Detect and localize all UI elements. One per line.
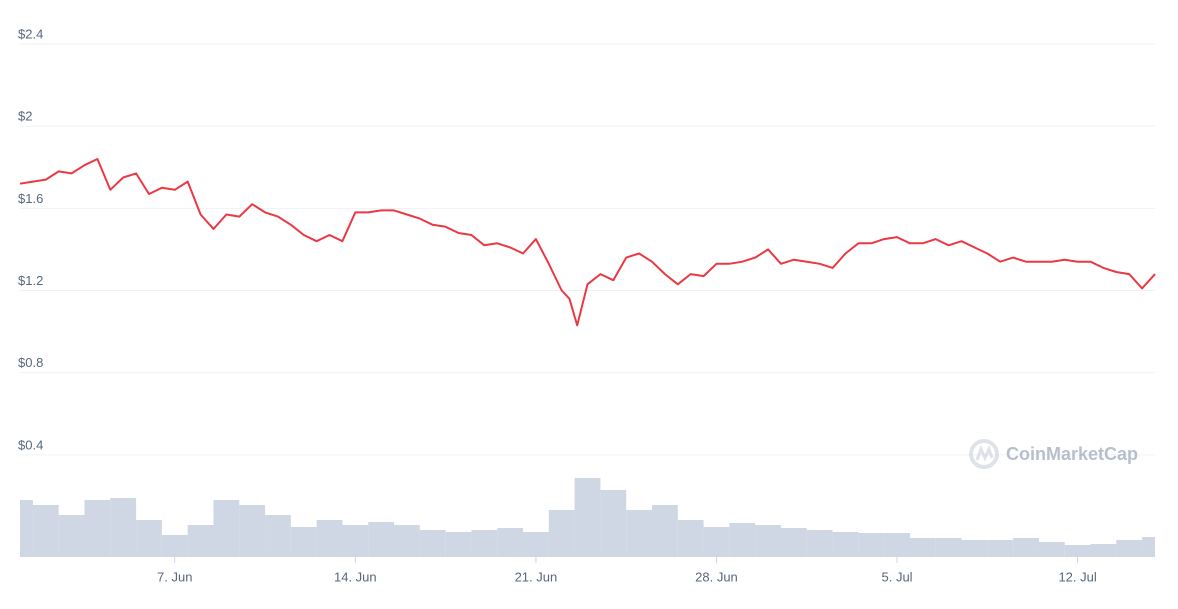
volume-bar bbox=[394, 525, 420, 557]
volume-bar bbox=[1090, 544, 1117, 557]
volume-bar bbox=[110, 498, 137, 557]
volume-bar bbox=[445, 532, 472, 557]
watermark: CoinMarketCap bbox=[1006, 444, 1138, 464]
y-tick-label: $1.6 bbox=[18, 191, 43, 206]
volume-bar bbox=[161, 535, 188, 557]
y-tick-label: $2 bbox=[18, 109, 32, 124]
y-tick-label: $2.4 bbox=[18, 26, 43, 41]
x-tick-label: 7. Jun bbox=[157, 569, 192, 584]
volume-bar bbox=[884, 533, 910, 557]
volume-bar bbox=[780, 528, 807, 557]
volume-bar bbox=[32, 505, 59, 557]
volume-bar bbox=[1038, 542, 1065, 557]
volume-bar bbox=[1013, 538, 1039, 557]
volume-bar bbox=[961, 540, 988, 557]
volume-bar bbox=[20, 500, 33, 557]
price-line bbox=[19, 158, 1156, 327]
volume-bar bbox=[316, 520, 343, 557]
volume-bar bbox=[290, 527, 317, 557]
volume-bar bbox=[858, 533, 885, 557]
volume-bar bbox=[987, 540, 1014, 557]
y-tick-label: $1.2 bbox=[18, 273, 43, 288]
volume-bar bbox=[84, 500, 111, 557]
volume-bar bbox=[806, 530, 833, 557]
y-tick-label: $0.8 bbox=[18, 355, 43, 370]
volume-bar bbox=[342, 525, 369, 557]
volume-bar bbox=[368, 522, 395, 557]
volume-bar bbox=[1116, 540, 1143, 557]
volume-bar bbox=[626, 510, 652, 557]
volume-bar bbox=[832, 532, 859, 557]
plot: $0.4 $0.8 $1.2 $1.6 $2 $2.4 7. Jun 14. Jun 21. J… bbox=[18, 26, 1156, 584]
volume-bar bbox=[935, 538, 962, 557]
y-tick-label: $0.4 bbox=[18, 437, 43, 452]
volume-bar bbox=[58, 515, 85, 557]
volume-bar bbox=[523, 532, 549, 557]
x-tick-label: 21. Jun bbox=[515, 569, 558, 584]
volume-bar bbox=[600, 490, 627, 557]
volume-bar bbox=[651, 505, 678, 557]
volume-bar bbox=[755, 525, 781, 557]
volume-bar bbox=[265, 515, 291, 557]
x-tick-label: 28. Jun bbox=[695, 569, 738, 584]
volume-bar bbox=[677, 520, 704, 557]
volume-bar bbox=[548, 510, 575, 557]
volume-bar bbox=[136, 520, 162, 557]
volume-bar bbox=[729, 523, 756, 557]
volume-bar bbox=[213, 500, 240, 557]
x-tick-label: 12. Jul bbox=[1058, 569, 1096, 584]
volume-bar bbox=[909, 538, 936, 557]
volume-bar bbox=[239, 505, 266, 557]
volume-bar bbox=[419, 530, 446, 557]
volume-bar bbox=[1064, 545, 1091, 557]
volume-bar bbox=[497, 528, 524, 557]
volume-bar bbox=[187, 525, 214, 557]
x-tick-label: 14. Jun bbox=[334, 569, 377, 584]
watermark-logo bbox=[969, 439, 999, 469]
volume-bar bbox=[574, 478, 601, 557]
volume-bar bbox=[471, 530, 498, 557]
volume-bar bbox=[703, 527, 730, 557]
volume-bar bbox=[1142, 537, 1155, 557]
x-tick-label: 5. Jul bbox=[882, 569, 913, 584]
